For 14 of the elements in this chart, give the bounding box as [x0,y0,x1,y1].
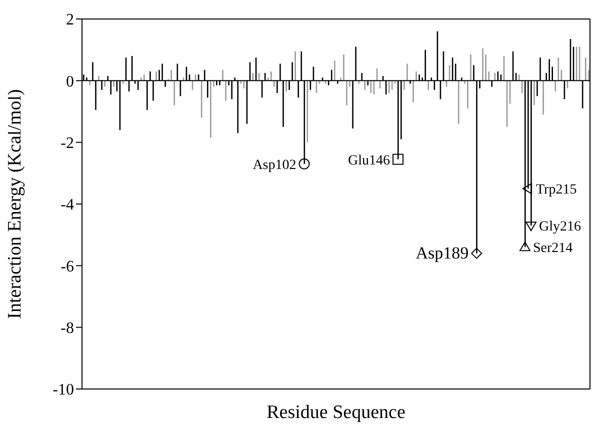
annotation: Gly216 [539,220,582,235]
annotation: Glu146 [348,153,390,168]
y-tick-label: 2 [66,12,74,29]
y-tick-label: -2 [60,135,74,152]
y-tick-label: -8 [60,320,74,338]
x-axis-title: Residue Sequence [266,402,406,423]
annotation: Asp102 [252,158,296,173]
y-tick-label: 0 [66,73,74,90]
annotation: Ser214 [532,241,573,256]
y-tick-label: -10 [52,382,74,399]
y-tick-label: -4 [60,196,74,214]
annotation: Trp215 [536,182,577,198]
y-tick-label: -6 [60,258,74,276]
annotation: Asp189 [416,243,469,262]
